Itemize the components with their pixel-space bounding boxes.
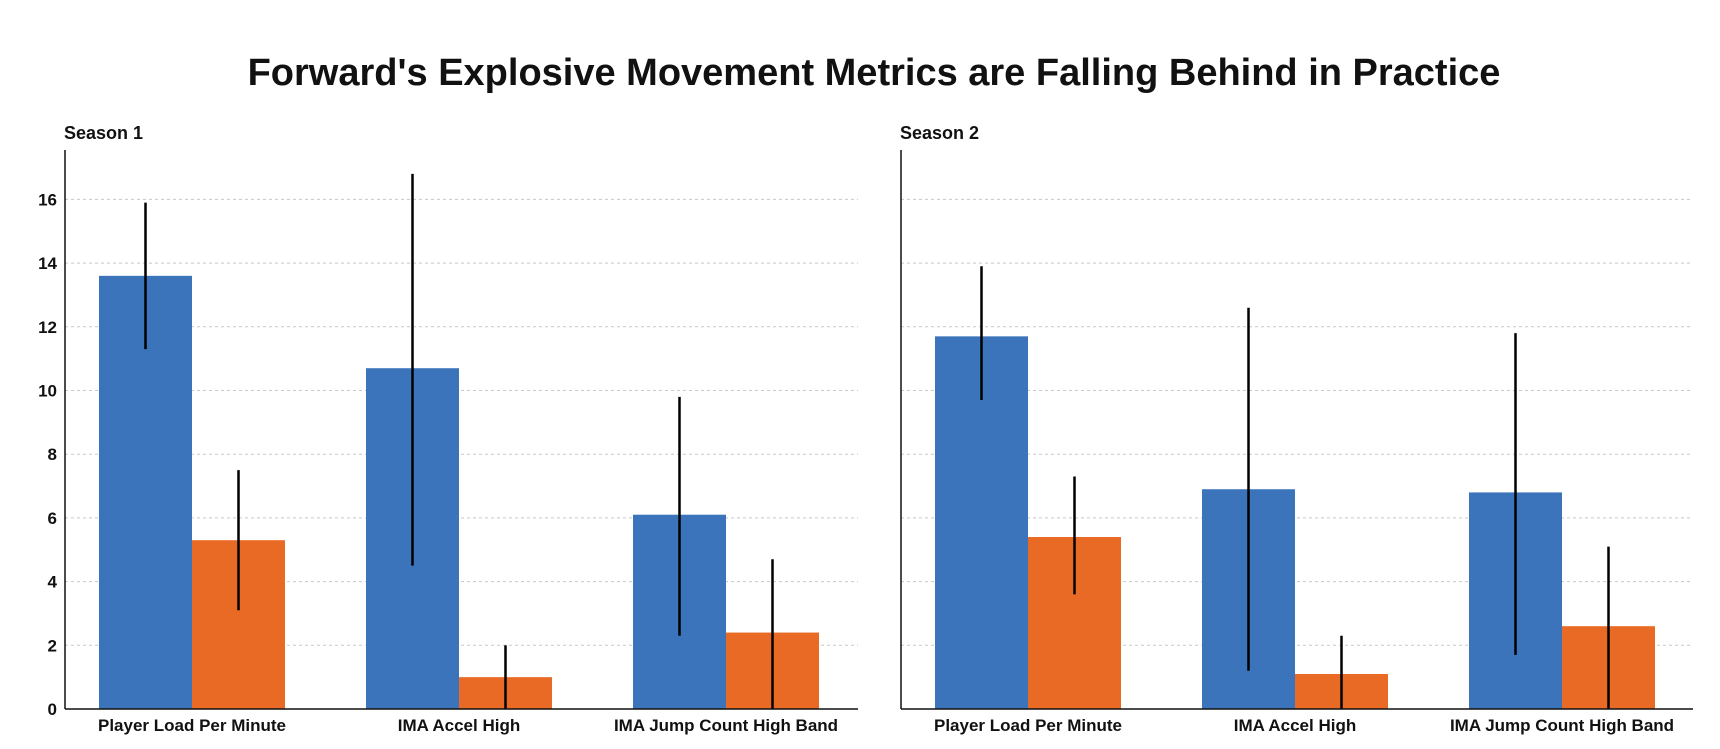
- x-tick-label: Player Load Per Minute: [934, 716, 1122, 735]
- y-tick-label: 14: [38, 254, 57, 273]
- y-tick-label: 12: [38, 318, 57, 337]
- x-tick-label: IMA Accel High: [398, 716, 520, 735]
- chart-panel-2: Season 2 Player Load Per Minute IMA Accel …: [900, 123, 1693, 735]
- panel-title: Season 1: [64, 123, 143, 143]
- y-tick-label: 6: [48, 509, 57, 528]
- x-tick-label: IMA Jump Count High Band: [1450, 716, 1674, 735]
- chart-panel-1: Season 1 0 2 4 6 8 10 12 14 16 Player Load Per Min…: [38, 123, 858, 735]
- y-tick-label: 2: [48, 636, 57, 655]
- y-tick-label: 8: [48, 445, 57, 464]
- y-tick-label: 0: [48, 700, 57, 719]
- y-tick-label: 16: [38, 190, 57, 209]
- x-tick-label: IMA Jump Count High Band: [614, 716, 838, 735]
- x-tick-label: IMA Accel High: [1234, 716, 1356, 735]
- y-tick-label: 4: [48, 573, 58, 592]
- panel-title: Season 2: [900, 123, 979, 143]
- chart-title: Forward's Explosive Movement Metrics are…: [248, 52, 1501, 94]
- y-tick-label: 10: [38, 382, 57, 401]
- x-tick-label: Player Load Per Minute: [98, 716, 286, 735]
